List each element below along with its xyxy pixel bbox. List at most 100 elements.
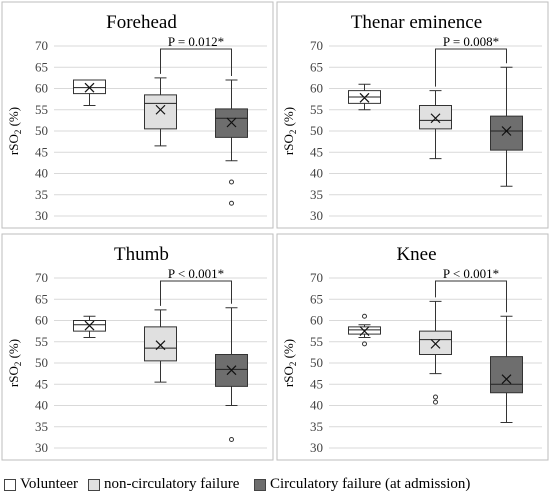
box-iqr xyxy=(144,326,177,362)
outlier-point xyxy=(362,341,367,347)
y-axis-label: rSO2 (%) xyxy=(281,339,298,387)
box-iqr xyxy=(73,79,106,95)
panel-frame xyxy=(276,1,549,229)
significance-bracket xyxy=(160,48,232,76)
mean-marker xyxy=(359,92,370,103)
chart-title: Thumb xyxy=(114,244,169,265)
y-tick-label: 50 xyxy=(35,123,48,138)
y-tick-label: 55 xyxy=(310,334,323,349)
y-tick-label: 65 xyxy=(310,59,323,74)
mean-marker xyxy=(155,340,166,351)
mean-marker xyxy=(155,104,166,115)
significance-bracket xyxy=(435,280,507,313)
y-tick-label: 35 xyxy=(310,187,323,202)
chart-title: Thenar eminence xyxy=(351,12,482,33)
p-value-label: P = 0.012* xyxy=(168,34,224,49)
y-tick-label: 35 xyxy=(35,187,48,202)
box-iqr xyxy=(490,356,523,394)
significance-bracket xyxy=(435,48,507,87)
legend: Volunteer non-circulatory failure Circul… xyxy=(0,470,550,500)
y-axis-label: rSO2 (%) xyxy=(6,339,23,387)
box-iqr xyxy=(490,115,523,151)
mean-marker xyxy=(84,320,95,331)
legend-item-volunteer: Volunteer xyxy=(4,476,78,493)
y-tick-label: 70 xyxy=(35,270,48,285)
y-tick-label: 35 xyxy=(35,419,48,434)
mean-marker xyxy=(430,113,441,124)
mean-marker xyxy=(226,365,237,376)
outlier-point xyxy=(229,179,234,185)
y-tick-label: 45 xyxy=(35,144,48,159)
outlier-point xyxy=(433,394,438,400)
p-value-label: P < 0.001* xyxy=(168,266,224,281)
box-iqr xyxy=(419,105,452,130)
y-tick-label: 40 xyxy=(35,166,48,181)
y-tick-label: 65 xyxy=(35,291,48,306)
box-non-circulatory xyxy=(419,90,452,160)
panel-thenar-eminence: Thenar eminence 30 35 40 45 50 55 60 65 70 rSO2 (%… xyxy=(276,1,549,229)
box-circulatory xyxy=(490,315,523,423)
mean-marker xyxy=(430,338,441,349)
legend-label-volunteer: Volunteer xyxy=(20,476,79,492)
y-tick-label: 45 xyxy=(35,376,48,391)
mean-marker xyxy=(501,374,512,385)
y-tick-label: 70 xyxy=(310,38,323,53)
legend-swatch-circulatory-failure xyxy=(254,478,266,491)
y-tick-label: 40 xyxy=(35,398,48,413)
y-tick-label: 50 xyxy=(310,355,323,370)
box-volunteer xyxy=(73,315,106,338)
y-tick-label: 55 xyxy=(310,102,323,117)
mean-marker xyxy=(359,326,370,337)
y-tick-label: 70 xyxy=(35,38,48,53)
box-volunteer xyxy=(348,313,381,347)
y-axis-label: rSO2 (%) xyxy=(281,107,298,155)
y-tick-label: 40 xyxy=(310,398,323,413)
p-value-label: P = 0.008* xyxy=(443,34,499,49)
p-value-label: P < 0.001* xyxy=(443,266,499,281)
y-tick-label: 65 xyxy=(35,59,48,74)
box-iqr xyxy=(144,94,177,130)
chart-title: Forehead xyxy=(106,12,177,33)
y-axis-label: rSO2 (%) xyxy=(6,107,23,155)
legend-label-non-circulatory-failure: non-circulatory failure xyxy=(104,476,240,492)
y-tick-label: 30 xyxy=(35,208,48,223)
box-circulatory xyxy=(215,79,248,206)
box-non-circulatory xyxy=(144,309,177,383)
y-tick-label: 55 xyxy=(35,102,48,117)
outlier-point xyxy=(229,200,234,206)
panel-forehead: Forehead 30 35 40 45 50 55 60 65 70 rSO2 (%) P = 0.… xyxy=(1,1,274,229)
legend-item-circulatory-failure: Circulatory failure (at admission) xyxy=(254,476,470,493)
panel-knee: Knee 30 35 40 45 50 55 60 65 70 rSO2 (%) P < 0.001* xyxy=(276,233,549,461)
y-tick-label: 35 xyxy=(310,419,323,434)
legend-swatch-non-circulatory-failure xyxy=(88,478,100,491)
y-tick-label: 65 xyxy=(310,291,323,306)
y-tick-label: 60 xyxy=(35,81,48,96)
box-non-circulatory xyxy=(144,77,177,147)
mean-marker xyxy=(501,126,512,136)
mean-marker xyxy=(226,117,237,128)
y-tick-label: 60 xyxy=(35,313,48,328)
legend-label-circulatory-failure: Circulatory failure (at admission) xyxy=(270,476,471,492)
y-tick-label: 40 xyxy=(310,166,323,181)
y-tick-label: 60 xyxy=(310,81,323,96)
y-tick-label: 60 xyxy=(310,313,323,328)
y-tick-label: 30 xyxy=(310,208,323,223)
y-tick-label: 45 xyxy=(310,376,323,391)
panel-thumb: Thumb 30 35 40 45 50 55 60 65 70 rSO2 (%) P < 0.001… xyxy=(1,233,274,461)
y-tick-label: 50 xyxy=(310,123,323,138)
y-tick-label: 55 xyxy=(35,334,48,349)
y-tick-label: 45 xyxy=(310,144,323,159)
y-tick-label: 50 xyxy=(35,355,48,370)
chart-title: Knee xyxy=(396,244,436,265)
box-circulatory xyxy=(215,307,248,442)
box-iqr xyxy=(215,354,248,387)
box-circulatory xyxy=(490,66,523,187)
y-tick-label: 30 xyxy=(35,440,48,455)
mean-marker xyxy=(84,82,95,93)
y-tick-label: 70 xyxy=(310,270,323,285)
box-iqr xyxy=(419,330,452,355)
box-non-circulatory xyxy=(419,300,452,405)
legend-item-non-circulatory-failure: non-circulatory failure xyxy=(88,476,239,493)
significance-bracket xyxy=(160,280,232,306)
